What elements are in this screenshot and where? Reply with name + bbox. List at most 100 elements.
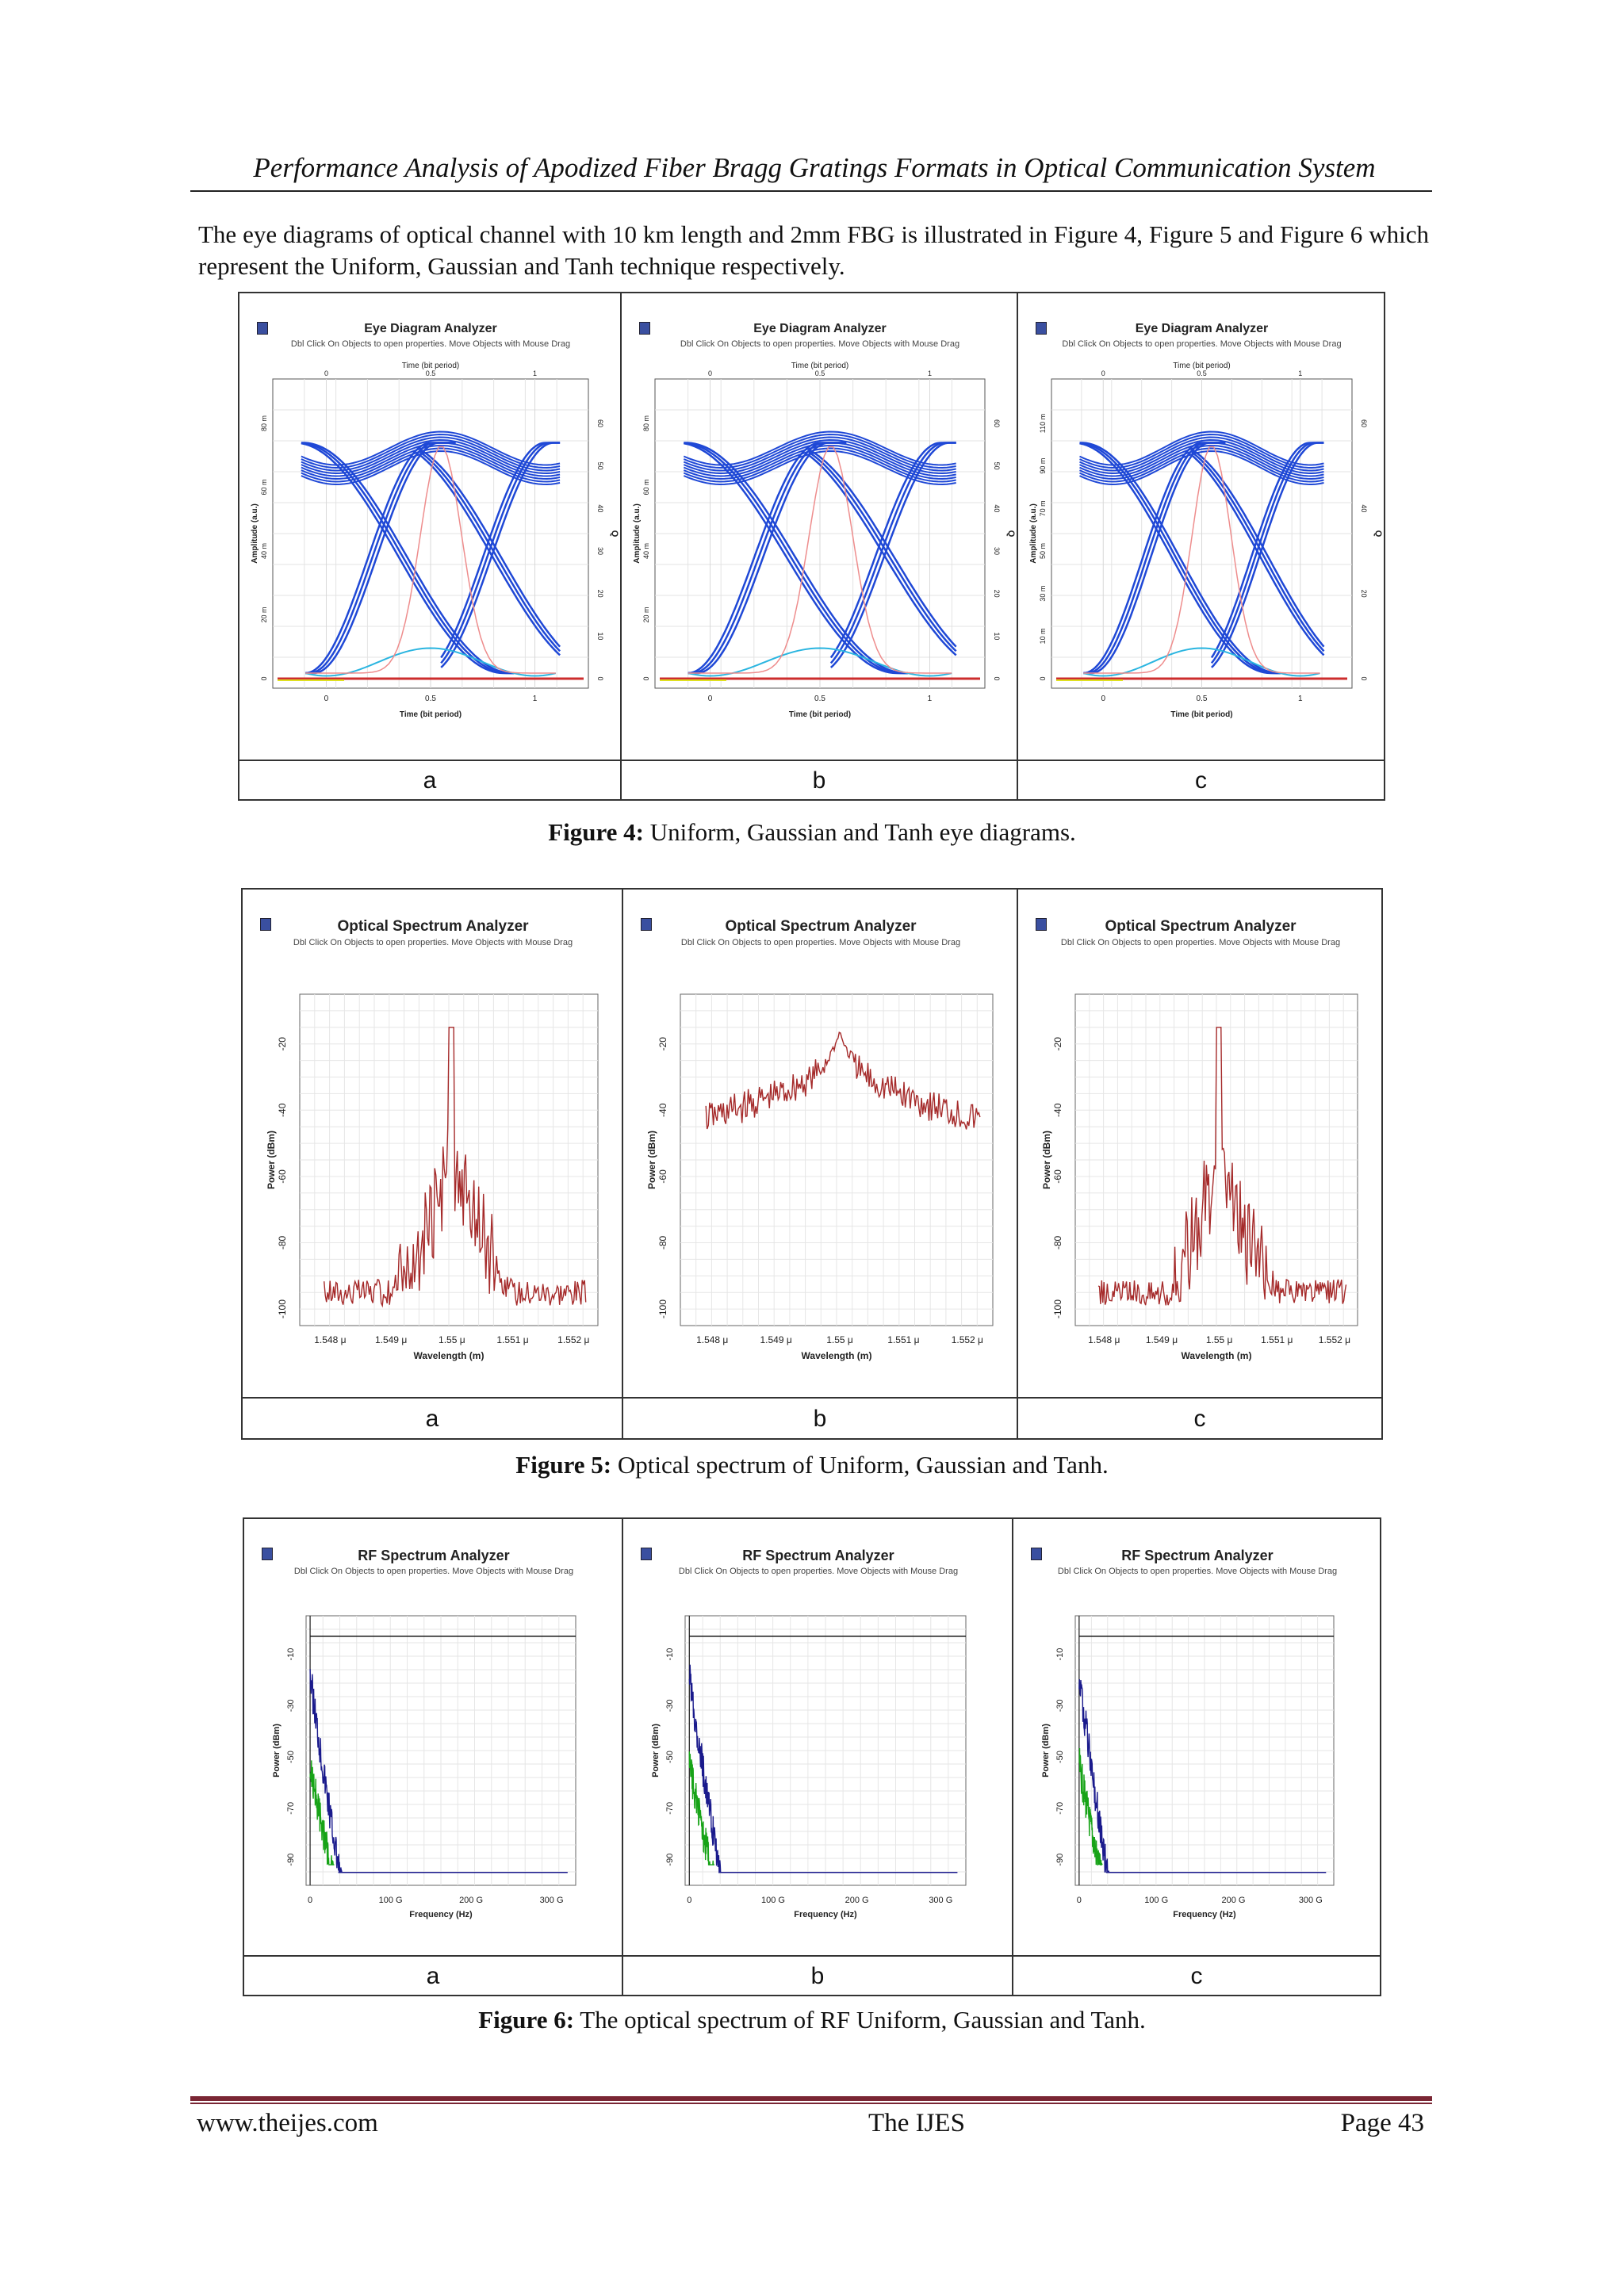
eye-upper-band	[301, 444, 561, 480]
eye-trace-falling-2	[419, 449, 561, 648]
figure-5-caption: Figure 5: Optical spectrum of Uniform, G…	[0, 1451, 1624, 1479]
osa-panel-c: Optical Spectrum Analyzer Dbl Click On Ob…	[1018, 890, 1383, 1397]
eye-trace-falling-2	[808, 449, 957, 648]
analyzer-title: Eye Diagram Analyzer	[753, 322, 887, 335]
footer-website[interactable]: www.theijes.com	[197, 2109, 378, 2137]
x-top-tick-label: 1	[928, 369, 932, 377]
x-axis-label: Time (bit period)	[400, 710, 462, 719]
analyzer-title: Optical Spectrum Analyzer	[1105, 918, 1297, 935]
x-tick-label: 1.548 μ	[1088, 1334, 1120, 1345]
y-tick-label: 50 m	[1039, 543, 1047, 559]
figure-6-caption-text: The optical spectrum of RF Uniform, Gaus…	[574, 2006, 1146, 2034]
analyzer-subtitle: Dbl Click On Objects to open properties.…	[293, 938, 573, 947]
q-tick-label: 60	[993, 419, 1001, 427]
x-tick-label: 300 G	[1299, 1896, 1323, 1905]
y-axis-label: Power (dBm)	[266, 1131, 277, 1189]
y-axis-label: Power (dBm)	[651, 1724, 661, 1777]
y-tick-label: 90 m	[1039, 458, 1047, 474]
analyzer-subtitle: Dbl Click On Objects to open properties.…	[1057, 1567, 1338, 1576]
optical-spectrum-chart: 1.548 μ 1.549 μ 1.55 μ 1.551 μ 1.552 μ -20 -40…	[1041, 993, 1358, 1361]
y-axis-label: Power (dBm)	[1041, 1131, 1052, 1189]
figure-6-caption: Figure 6: The optical spectrum of RF Uni…	[0, 2006, 1624, 2034]
y-tick-label: -40	[277, 1103, 288, 1117]
figure-5-label-row: a b c	[243, 1397, 1381, 1440]
analyzer-title: Optical Spectrum Analyzer	[725, 918, 917, 935]
eye-upper-band	[683, 442, 956, 477]
eye-upper-band	[301, 442, 561, 477]
top-axis-label: Time (bit period)	[1173, 362, 1230, 370]
footer-page-number: Page 43	[1340, 2109, 1424, 2137]
x-tick-label: 200 G	[459, 1896, 483, 1905]
y-tick-label: -70	[1055, 1802, 1065, 1815]
figure-4-caption: Figure 4: Uniform, Gaussian and Tanh eye…	[0, 818, 1624, 847]
figure-5: Optical Spectrum Analyzer Dbl Click On Ob…	[241, 888, 1383, 1440]
y-tick-label: 0	[642, 676, 650, 680]
eye-upper-band	[683, 444, 956, 480]
header-rule	[190, 190, 1432, 192]
eye-trace-falling-2	[808, 454, 957, 656]
y-tick-label: 40 m	[260, 543, 268, 559]
x-axis-label: Frequency (Hz)	[409, 1910, 473, 1919]
eye-diagram-chart: Time (bit period) 0 0 0.5 0.5 1 1 Time (bit per…	[1029, 362, 1383, 719]
x-tick-label: 1.551 μ	[1261, 1334, 1293, 1345]
analyzer-title: Eye Diagram Analyzer	[1135, 322, 1269, 335]
eye-upper-band	[683, 450, 956, 486]
q-factor-curve	[305, 446, 556, 674]
x-tick-label: 0	[1077, 1896, 1082, 1905]
analyzer-icon	[1036, 322, 1047, 335]
y-tick-label: -10	[286, 1648, 296, 1661]
y-tick-label: -30	[665, 1699, 675, 1712]
q-tick-label: 30	[993, 547, 1001, 555]
x-top-tick-label: 0.5	[426, 369, 436, 377]
analyzer-icon	[641, 918, 652, 931]
eye-trace-rising-2	[440, 442, 561, 668]
x-tick-label: 0.5	[1197, 695, 1208, 703]
y-tick-label: -50	[665, 1751, 675, 1763]
q-tick-label: 0	[596, 676, 604, 680]
analyzer-icon	[262, 1548, 273, 1560]
eye-upper-band	[683, 430, 956, 466]
x-tick-label: 100 G	[761, 1896, 785, 1905]
analyzer-icon	[641, 1548, 652, 1560]
eye-panel-a: Eye Diagram Analyzer Dbl Click On Objects…	[239, 293, 622, 760]
eye-upper-band	[1079, 433, 1324, 469]
x-axis-label: Frequency (Hz)	[794, 1910, 857, 1919]
y-tick-label: -70	[665, 1802, 675, 1815]
rf-panel-c: RF Spectrum Analyzer Dbl Click On Objects…	[1013, 1519, 1381, 1955]
eye-upper-band	[1079, 436, 1324, 472]
analyzer-subtitle: Dbl Click On Objects to open properties.…	[680, 339, 960, 349]
analyzer-icon	[1031, 1548, 1042, 1560]
eye-trace-rising-2	[1210, 442, 1324, 664]
y-tick-label: -50	[286, 1751, 296, 1763]
x-axis-label: Time (bit period)	[1170, 710, 1232, 719]
running-title: Performance Analysis of Apodized Fiber B…	[253, 152, 1376, 183]
analyzer-icon	[639, 322, 650, 335]
eye-trace-rising-2	[440, 442, 561, 659]
x-tick-label: 0	[708, 695, 713, 703]
rf-spectrum-chart: 0 100 G 200 G 300 G -10 -30 -50 -70 -90 Frequency…	[1041, 1615, 1335, 1919]
q-factor-curve	[688, 446, 952, 674]
x-tick-label: 1.55 μ	[1206, 1334, 1233, 1345]
x-tick-label: 1.552 μ	[557, 1334, 589, 1345]
rf-trace-green	[688, 1751, 714, 1866]
panel-label-b: b	[623, 1399, 1018, 1440]
x-tick-label: 0	[687, 1896, 691, 1905]
q-tick-label: 60	[596, 419, 604, 427]
analyzer-title: RF Spectrum Analyzer	[1121, 1548, 1274, 1563]
panel-label-a: a	[244, 1957, 623, 1996]
x-tick-label: 1	[928, 695, 933, 703]
footer-rule-thin	[190, 2103, 1432, 2104]
x-axis-label: Time (bit period)	[789, 710, 851, 719]
spectrum-trace	[1097, 1027, 1347, 1306]
x-top-tick-label: 1	[1298, 369, 1302, 377]
analyzer-icon	[260, 918, 271, 931]
y-axis-label: Amplitude (a.u.)	[251, 503, 259, 564]
y-axis-label: Power (dBm)	[646, 1131, 657, 1189]
x-tick-label: 1.552 μ	[1319, 1334, 1350, 1345]
eye-trace-rising-2	[1210, 442, 1324, 659]
spectrum-trace	[705, 1031, 981, 1130]
x-tick-label: 300 G	[929, 1896, 952, 1905]
y-tick-label: -70	[286, 1802, 296, 1815]
panel-label-b: b	[623, 1957, 1013, 1996]
analyzer-subtitle: Dbl Click On Objects to open properties.…	[678, 1567, 959, 1576]
